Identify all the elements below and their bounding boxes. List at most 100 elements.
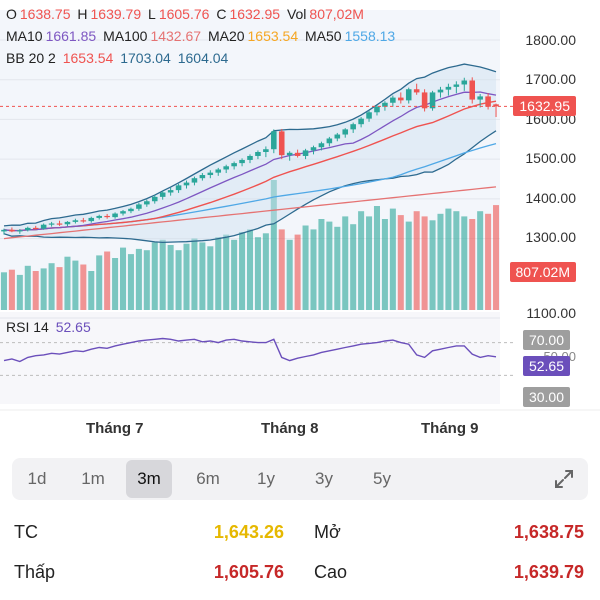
- candle-body-18: [144, 201, 150, 205]
- candle-body-50: [398, 97, 404, 101]
- range-1d-button[interactable]: 1d: [27, 469, 47, 488]
- volume-bar-9: [72, 260, 79, 310]
- volume-bar-0: [0, 272, 7, 310]
- volume-bar-59: [469, 219, 476, 310]
- low-stat-label: Thấp: [14, 562, 56, 582]
- volume-bar-24: [191, 238, 198, 310]
- candle-body-9: [72, 220, 79, 222]
- bb-legend: BB 20 2 1653.54 1703.04 1604.04: [6, 50, 231, 66]
- volume-bar-37: [294, 234, 301, 310]
- ma50-value: 1558.13: [344, 28, 396, 44]
- volume-bar-7: [56, 267, 63, 310]
- ma100-label: MA100: [103, 28, 148, 44]
- month-label-8: Tháng 8: [261, 420, 319, 437]
- rsi-level-70: 70.00: [522, 330, 570, 350]
- candle-body-1: [9, 229, 15, 232]
- volume-bar-16: [127, 254, 134, 310]
- volume-bar-40: [318, 219, 325, 310]
- volume-bar-27: [215, 237, 222, 310]
- ma50-label: MA50: [305, 28, 342, 44]
- volume-bar-4: [32, 271, 39, 310]
- volume-bar-44: [350, 224, 357, 310]
- candle-body-34: [271, 131, 277, 150]
- month-label-9: Tháng 9: [421, 420, 479, 437]
- tc-value: 1,643.26: [213, 522, 284, 542]
- candle-body-35: [278, 131, 285, 156]
- low-value: 1605.76: [158, 6, 210, 22]
- range-5y-button[interactable]: 5y: [373, 469, 391, 488]
- range-3y-button[interactable]: 3y: [315, 469, 333, 488]
- volume-bar-21: [167, 245, 174, 310]
- ma20-value: 1653.54: [247, 28, 299, 44]
- candle-body-54: [429, 92, 436, 109]
- volume-bar-49: [389, 208, 396, 310]
- candle-body-44: [350, 124, 356, 130]
- candle-body-25: [199, 175, 206, 179]
- tc-label: TC: [14, 522, 38, 542]
- ohlc-legend: O 1638.75 H 1639.79 L 1605.76 C 1632.95 Vol 8…: [6, 6, 367, 22]
- volume-bar-18: [143, 250, 150, 310]
- volume-bar-45: [358, 211, 365, 310]
- volume-bar-10: [80, 264, 87, 310]
- volume-bar-39: [310, 229, 317, 310]
- volume-bar-30: [239, 232, 246, 310]
- low-stat-value: 1,605.76: [213, 562, 284, 582]
- candle-body-17: [136, 204, 142, 209]
- volume-bar-20: [159, 239, 166, 310]
- candle-body-11: [88, 217, 95, 222]
- volume-bar-54: [429, 220, 436, 310]
- volume-bar-32: [254, 237, 261, 310]
- volume-bar-6: [48, 263, 55, 310]
- volume-bar-22: [175, 250, 182, 310]
- bb-label: BB 20 2: [6, 50, 56, 66]
- candle-body-41: [326, 138, 333, 144]
- price-axis-1800: 1800.00: [525, 32, 576, 48]
- month-label-7: Tháng 7: [86, 420, 144, 437]
- ma10-line: [3, 91, 497, 232]
- range-3m-button[interactable]: 3m: [126, 460, 172, 498]
- open-label: O: [6, 6, 17, 22]
- price-chart[interactable]: O 1638.75 H 1639.79 L 1605.76 C 1632.95 Vol 8…: [0, 0, 600, 440]
- volume-tag: 807.02M: [509, 262, 576, 282]
- candle-body-42: [334, 134, 341, 139]
- candle-body-52: [413, 89, 420, 93]
- candle-body-36: [286, 152, 293, 156]
- candle-body-5: [40, 224, 47, 229]
- price-axis-1300: 1300.00: [525, 229, 576, 245]
- volume-bar-28: [223, 234, 230, 310]
- candle-body-59: [469, 80, 475, 100]
- volume-bar-15: [120, 247, 127, 310]
- candle-body-32: [255, 151, 261, 156]
- range-6m-button[interactable]: 6m: [196, 469, 220, 488]
- current-price-tag: 1632.95: [513, 96, 576, 116]
- candle-body-46: [366, 112, 372, 119]
- candle-body-0: [1, 229, 7, 232]
- volume-bar-51: [405, 221, 412, 310]
- candle-body-38: [302, 150, 309, 156]
- volume-bar-52: [413, 211, 420, 310]
- volume-bar-3: [24, 265, 31, 310]
- expand-icon[interactable]: [552, 467, 576, 491]
- volume-bar-31: [246, 229, 254, 310]
- open-stat-label: Mở: [314, 522, 341, 542]
- rsi-legend: RSI 14 52.65: [6, 319, 94, 335]
- range-1m-button[interactable]: 1m: [81, 469, 105, 488]
- range-1y-button[interactable]: 1y: [257, 469, 275, 488]
- close-value: 1632.95: [229, 6, 281, 22]
- volume-bar-42: [334, 226, 341, 310]
- chart-canvas[interactable]: [0, 0, 600, 440]
- candle-body-20: [159, 192, 166, 197]
- volume-bar-17: [135, 248, 142, 310]
- high-value: 1639.79: [90, 6, 142, 22]
- bb-mid-value: 1653.54: [62, 50, 114, 66]
- candle-body-13: [104, 215, 110, 218]
- candle-body-62: [493, 104, 499, 107]
- candle-body-30: [239, 159, 245, 164]
- high-stat-label: Cao: [314, 562, 348, 582]
- candle-body-61: [485, 96, 491, 107]
- candle-body-21: [167, 190, 174, 193]
- candle-body-58: [461, 80, 468, 85]
- volume-bar-50: [397, 215, 404, 310]
- candle-body-2: [17, 230, 23, 232]
- bollinger-band-fill: [3, 64, 497, 243]
